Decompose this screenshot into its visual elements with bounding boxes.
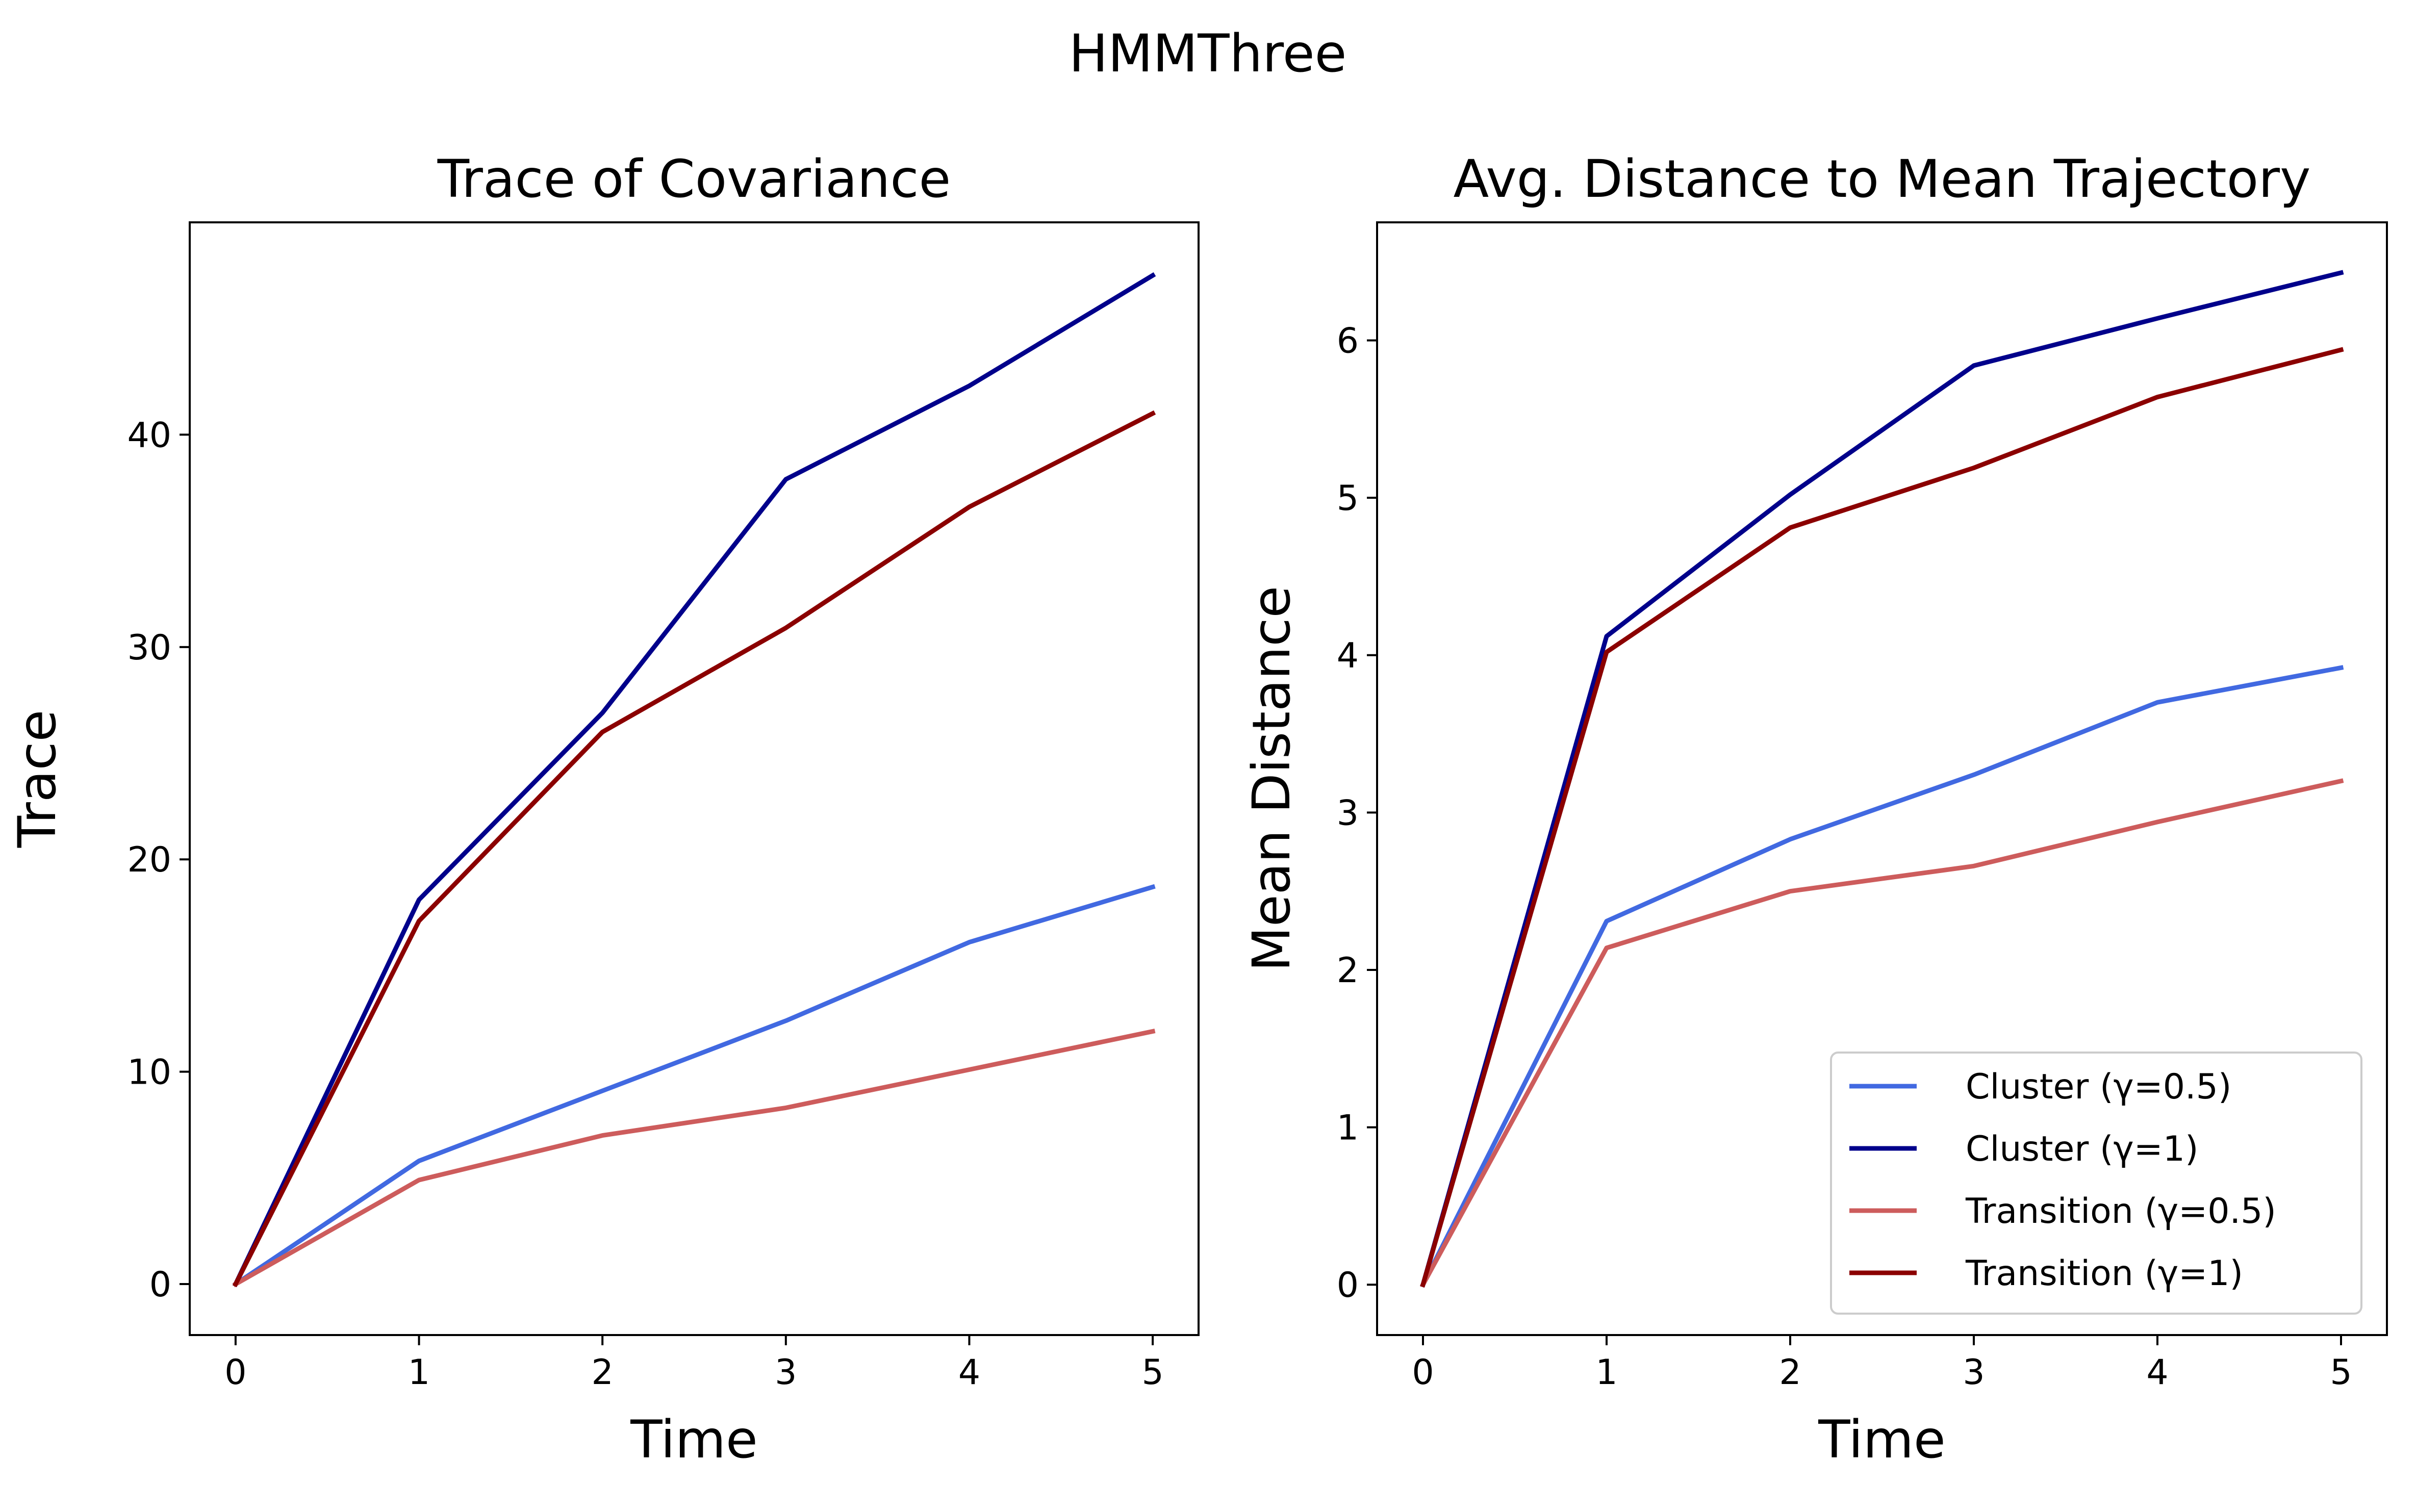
y-axis-label: Mean Distance [1241, 586, 1302, 971]
x-axis-label: Time [1818, 1410, 1946, 1470]
series-line-0 [232, 884, 1156, 1288]
x-tick-label: 0 [1412, 1352, 1434, 1393]
x-tick-label: 4 [2146, 1352, 2168, 1393]
series-line-3 [232, 410, 1156, 1288]
series-line-3 [1420, 347, 2344, 1288]
legend-label-1: Cluster (γ=1) [1966, 1129, 2199, 1169]
y-tick-label: 30 [127, 628, 171, 668]
distance-plot: Avg. Distance to Mean Trajectory 0 1 2 3 4 5 0 1… [1241, 149, 2388, 1470]
legend-label-2: Transition (γ=0.5) [1965, 1191, 2276, 1232]
x-tick-label: 5 [1141, 1352, 1163, 1393]
y-tick-label: 3 [1337, 793, 1359, 833]
y-tick-label: 2 [1337, 951, 1359, 991]
y-tick-label: 10 [127, 1053, 171, 1093]
trace-plot: Trace of Covariance 0 1 2 3 4 5 0 10 20 30 40 Time Tr… [7, 149, 1200, 1470]
x-tick-label: 3 [1963, 1352, 1985, 1393]
y-tick-label: 1 [1337, 1108, 1359, 1148]
series-line-2 [1419, 778, 2344, 1288]
x-tick-label: 4 [958, 1352, 980, 1393]
series-line-0 [1419, 665, 2344, 1288]
axes-frame [1376, 221, 2388, 1336]
plot-title: Avg. Distance to Mean Trajectory [1454, 149, 2311, 210]
figure-suptitle: HMMThree [1069, 23, 1347, 84]
y-axis-label: Trace [7, 710, 68, 849]
x-tick-label: 5 [2330, 1352, 2352, 1393]
y-tick-label: 4 [1337, 636, 1359, 676]
axes-frame [189, 221, 1200, 1336]
legend-label-0: Cluster (γ=0.5) [1966, 1067, 2231, 1107]
legend-label-3: Transition (γ=1) [1965, 1253, 2243, 1294]
series-line-1 [1420, 270, 2344, 1288]
legend-box [1830, 1052, 2362, 1315]
y-tick-label: 0 [1337, 1265, 1359, 1305]
series-line-1 [232, 272, 1156, 1288]
y-tick-label: 40 [127, 415, 171, 455]
y-tick-label: 0 [149, 1265, 171, 1305]
x-tick-label: 3 [775, 1352, 797, 1393]
x-tick-label: 2 [1779, 1352, 1801, 1393]
x-axis-label: Time [630, 1410, 758, 1470]
x-tick-label: 0 [224, 1352, 246, 1393]
plot-title: Trace of Covariance [437, 149, 951, 210]
series-line-2 [232, 1029, 1156, 1288]
x-tick-label: 1 [408, 1352, 430, 1393]
y-tick-label: 20 [127, 840, 171, 880]
x-tick-label: 2 [592, 1352, 614, 1393]
y-tick-label: 5 [1337, 478, 1359, 519]
legend: Cluster (γ=0.5) Cluster (γ=1) Transition (… [1830, 1052, 2362, 1315]
x-tick-label: 1 [1595, 1352, 1617, 1393]
y-tick-label: 6 [1337, 321, 1359, 361]
